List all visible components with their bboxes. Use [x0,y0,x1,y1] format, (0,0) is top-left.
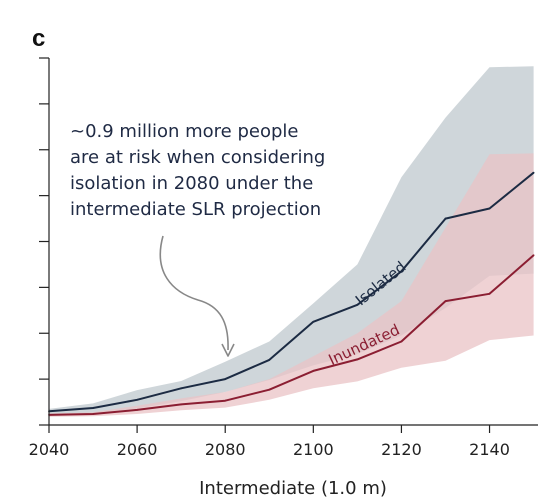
axes: 2040 2060 2080 2100 2120 2140 [29,57,538,459]
panel-letter: c [32,25,45,52]
arrow-head [221,343,235,357]
point-isolated [180,387,183,390]
annotation-arrow [159,235,235,357]
point-inundated [224,399,227,402]
annotation-line-1: ~0.9 million more people [70,121,298,142]
point-inundated [356,358,359,361]
point-isolated [312,320,315,323]
point-inundated [136,408,139,411]
point-inundated [92,413,94,415]
annotation: ~0.9 million more people are at risk whe… [70,121,325,220]
point-isolated [268,358,271,361]
point-isolated [92,407,94,409]
point-inundated [488,292,491,295]
point-inundated [312,369,315,372]
x-tick-label: 2040 [29,440,70,459]
x-tick-label: 2080 [205,440,246,459]
annotation-line-2: are at risk when considering [70,147,325,168]
point-isolated [532,171,535,174]
point-inundated [444,300,447,303]
point-isolated [224,378,227,381]
x-tick-label: 2060 [117,440,158,459]
line-isolated [48,171,535,413]
arrow-shaft [159,235,229,351]
x-tick-label: 2140 [469,440,510,459]
band-inundated [49,153,534,417]
point-inundated [532,254,535,257]
uncertainty-bands [49,66,534,417]
point-isolated [400,270,403,273]
x-tick-label: 2100 [293,440,334,459]
point-isolated [356,303,359,306]
point-isolated [488,207,491,210]
x-tick-label: 2120 [381,440,422,459]
point-inundated [180,403,183,406]
point-isolated [444,217,447,220]
line-inundated [48,254,535,416]
annotation-line-3: isolation in 2080 under the [70,173,313,194]
point-inundated [268,388,271,391]
point-isolated [136,398,139,401]
x-axis-title: Intermediate (1.0 m) [199,478,387,499]
point-inundated [400,340,403,343]
annotation-line-4: intermediate SLR projection [70,199,321,220]
